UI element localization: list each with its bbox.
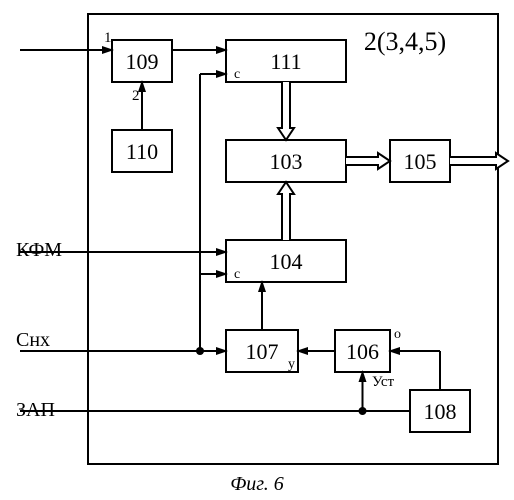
block-label-104: 104 — [270, 249, 303, 274]
bus-111-to-103 — [278, 82, 294, 140]
block-105: 105 — [390, 140, 450, 182]
label-zap: ЗАП — [16, 399, 55, 421]
block-104: 104 с — [226, 240, 346, 282]
bus-105-out — [450, 153, 508, 169]
block-label-111: 111 — [270, 49, 301, 74]
bus-104-to-103 — [278, 182, 294, 240]
label-yst: Уст — [372, 374, 394, 390]
figure-caption: Фиг. 6 — [230, 473, 284, 495]
block-110: 110 — [112, 130, 172, 172]
bus-103-to-105 — [346, 153, 390, 169]
block-label-109: 109 — [126, 49, 159, 74]
block-109: 109 — [112, 40, 172, 82]
label-shx: Снх — [16, 329, 50, 351]
block-label-105: 105 — [404, 149, 437, 174]
block-108: 108 — [410, 390, 470, 432]
block-107: 107 у — [226, 330, 298, 372]
title-label: 2(3,4,5) — [364, 27, 446, 56]
port-1: 1 — [104, 30, 112, 46]
label-kfm: КФМ — [16, 239, 62, 261]
block-label-108: 108 — [424, 399, 457, 424]
block-label-110: 110 — [126, 139, 158, 164]
block-label-103: 103 — [270, 149, 303, 174]
block-106: 106 о — [335, 327, 401, 372]
block-port-107: у — [288, 357, 295, 372]
block-port-106: о — [394, 327, 401, 342]
block-103: 103 — [226, 140, 346, 182]
block-port-111: с — [234, 67, 240, 82]
block-port-104: с — [234, 267, 240, 282]
port-2: 2 — [132, 88, 140, 104]
block-label-106: 106 — [346, 339, 379, 364]
block-111: 111 с — [226, 40, 346, 82]
block-label-107: 107 — [246, 339, 279, 364]
